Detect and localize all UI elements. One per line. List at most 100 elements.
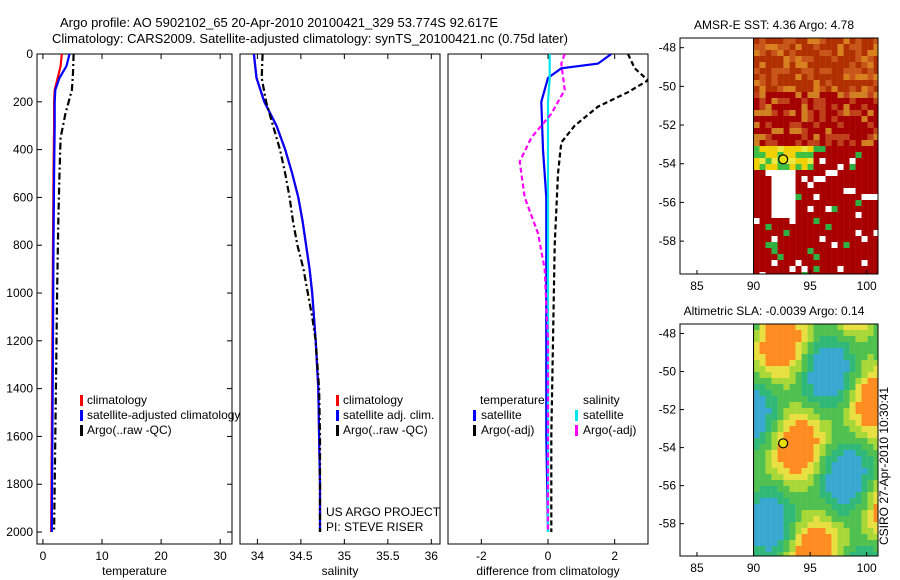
map-cell	[783, 546, 790, 552]
map-cell	[777, 366, 784, 372]
map-cell	[855, 330, 862, 336]
map-cell	[861, 170, 868, 176]
map-cell	[825, 248, 832, 254]
map-cell	[855, 426, 862, 432]
map-cell	[843, 80, 850, 86]
map-cell	[861, 438, 868, 444]
map-cell	[843, 242, 850, 248]
map-cell	[867, 396, 874, 402]
map-cell	[825, 450, 832, 456]
map-cell	[873, 152, 878, 158]
map-cell	[765, 384, 772, 390]
map-cell	[765, 336, 772, 342]
map-cell	[789, 402, 796, 408]
map-cell	[753, 212, 760, 218]
salinity-axis-label: salinity	[322, 564, 359, 578]
map-cell	[873, 504, 878, 510]
credit-text: PI: STEVE RISER	[326, 520, 424, 534]
map-cell	[753, 390, 760, 396]
map-cell	[759, 444, 766, 450]
map-cell	[801, 74, 808, 80]
map-cell	[789, 122, 796, 128]
map-cell	[783, 104, 790, 110]
map-cell	[771, 128, 778, 134]
map-cell	[801, 486, 808, 492]
map-cell	[795, 516, 802, 522]
map-cell	[771, 260, 778, 266]
map-cell	[837, 98, 844, 104]
map-cell	[861, 420, 868, 426]
map-cell	[861, 408, 868, 414]
map-cell	[807, 128, 814, 134]
map-cell	[819, 242, 826, 248]
map-cell	[795, 140, 802, 146]
map-cell	[759, 438, 766, 444]
map-cell	[819, 552, 826, 556]
map-cell	[855, 510, 862, 516]
map-cell	[831, 134, 838, 140]
map-cell	[819, 164, 826, 170]
map-cell	[855, 342, 862, 348]
map-cell	[801, 56, 808, 62]
map-cell	[795, 158, 802, 164]
map-cell	[873, 170, 878, 176]
map-cell	[861, 242, 868, 248]
legend-swatch	[473, 410, 476, 421]
map-cell	[777, 86, 784, 92]
map-cell	[759, 74, 766, 80]
map-cell	[861, 80, 868, 86]
map-cell	[789, 188, 796, 194]
map-cell	[843, 194, 850, 200]
map-cell	[819, 444, 826, 450]
map-cell	[789, 456, 796, 462]
map-cell	[825, 366, 832, 372]
map-cell	[777, 492, 784, 498]
map-cell	[819, 336, 826, 342]
map-cell	[801, 330, 808, 336]
map-cell	[759, 342, 766, 348]
map-cell	[771, 438, 778, 444]
map-cell	[843, 146, 850, 152]
x-tick-label: 0	[40, 549, 47, 563]
map-cell	[789, 266, 796, 272]
map-cell	[843, 408, 850, 414]
map-cell	[831, 480, 838, 486]
map-cell	[831, 206, 838, 212]
map-cell	[837, 86, 844, 92]
map-cell	[795, 152, 802, 158]
map-cell	[807, 122, 814, 128]
map-cell	[825, 98, 832, 104]
map-cell	[783, 62, 790, 68]
map-cell	[831, 92, 838, 98]
map-cell	[819, 218, 826, 224]
map-cell	[873, 528, 878, 534]
map-cell	[825, 486, 832, 492]
map-cell	[807, 260, 814, 266]
map-cell	[867, 158, 874, 164]
map-cell	[819, 480, 826, 486]
map-cell	[819, 456, 826, 462]
map-cell	[831, 50, 838, 56]
map-cell	[813, 188, 820, 194]
legend-label: Argo(-adj)	[481, 423, 534, 437]
map-cell	[753, 468, 760, 474]
map-cell	[855, 116, 862, 122]
map-cell	[771, 504, 778, 510]
map-cell	[765, 540, 772, 546]
map-cell	[783, 152, 790, 158]
map-cell	[795, 336, 802, 342]
map-cell	[759, 266, 766, 272]
map-cell	[837, 194, 844, 200]
map-cell	[861, 74, 868, 80]
map-cell	[831, 146, 838, 152]
map-cell	[837, 456, 844, 462]
map-cell	[843, 116, 850, 122]
map-cell	[771, 56, 778, 62]
map-cell	[867, 104, 874, 110]
map-cell	[765, 188, 772, 194]
map-cell	[837, 516, 844, 522]
map-cell	[807, 68, 814, 74]
y-tick-label: -52	[659, 403, 677, 417]
map-cell	[765, 242, 772, 248]
map-cell	[873, 164, 878, 170]
